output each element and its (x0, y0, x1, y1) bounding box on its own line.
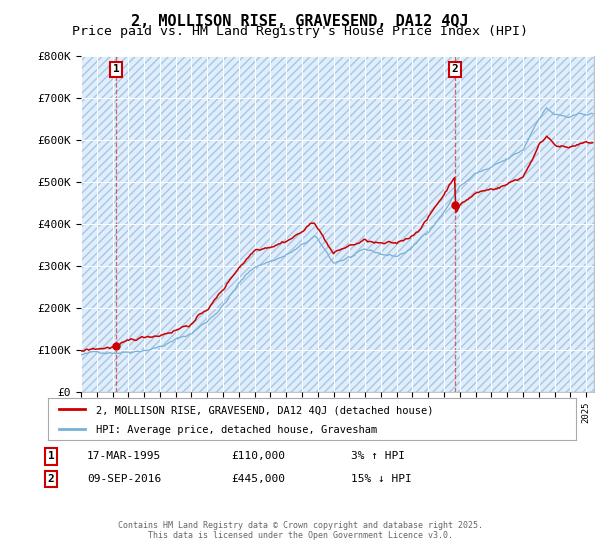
Text: HPI: Average price, detached house, Gravesham: HPI: Average price, detached house, Grav… (95, 425, 377, 435)
Text: Contains HM Land Registry data © Crown copyright and database right 2025.
This d: Contains HM Land Registry data © Crown c… (118, 521, 482, 540)
Text: 2, MOLLISON RISE, GRAVESEND, DA12 4QJ: 2, MOLLISON RISE, GRAVESEND, DA12 4QJ (131, 14, 469, 29)
Text: 1: 1 (113, 64, 119, 74)
Text: 17-MAR-1995: 17-MAR-1995 (87, 451, 161, 461)
Text: 2, MOLLISON RISE, GRAVESEND, DA12 4QJ (detached house): 2, MOLLISON RISE, GRAVESEND, DA12 4QJ (d… (95, 405, 433, 415)
Text: 2: 2 (47, 474, 55, 484)
Text: £110,000: £110,000 (231, 451, 285, 461)
Text: £445,000: £445,000 (231, 474, 285, 484)
Text: 1: 1 (47, 451, 55, 461)
Text: 09-SEP-2016: 09-SEP-2016 (87, 474, 161, 484)
Text: 3% ↑ HPI: 3% ↑ HPI (351, 451, 405, 461)
Text: 15% ↓ HPI: 15% ↓ HPI (351, 474, 412, 484)
Text: Price paid vs. HM Land Registry's House Price Index (HPI): Price paid vs. HM Land Registry's House … (72, 25, 528, 38)
Text: 2: 2 (452, 64, 458, 74)
